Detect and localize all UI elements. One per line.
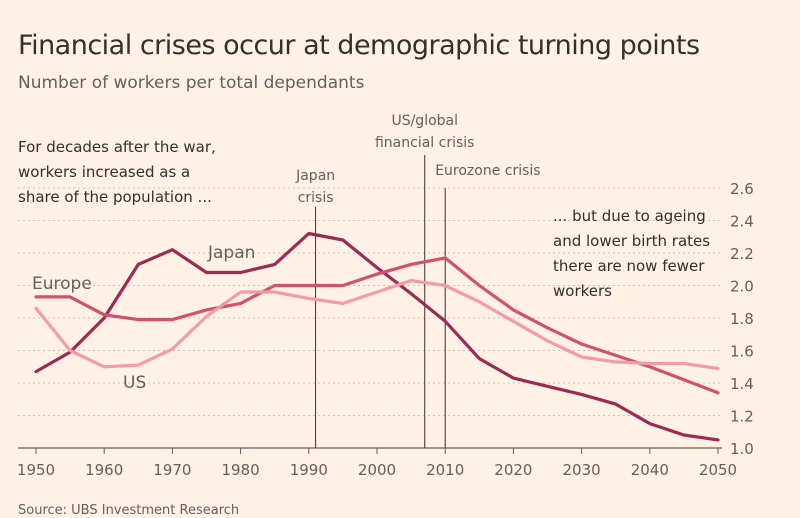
x-tick-label: 1970 (153, 461, 191, 479)
event-label: crisis (298, 190, 334, 206)
annotation-left: For decades after the war, (18, 138, 216, 156)
y-tick-label: 1.0 (730, 440, 754, 458)
series-line-us (34, 279, 720, 370)
y-tick-label: 1.6 (730, 343, 754, 361)
x-tick-label: 2040 (631, 461, 669, 479)
source-note: Source: UBS Investment Research (18, 503, 240, 518)
event-label: financial crisis (375, 135, 474, 151)
y-tick-label: 1.2 (730, 408, 754, 426)
event-label: Japan (295, 168, 335, 184)
y-tick-label: 1.4 (730, 375, 754, 393)
event-label: Eurozone crisis (435, 163, 540, 179)
x-tick-label: 1980 (222, 461, 260, 479)
annotation-right: and lower birth rates (553, 232, 710, 250)
y-tick-label: 1.8 (730, 310, 754, 328)
chart-subtitle: Number of workers per total dependants (18, 73, 365, 93)
x-tick-label: 1960 (85, 461, 123, 479)
series-line-europe (34, 256, 720, 395)
y-tick-label: 2.6 (730, 180, 754, 198)
series-label-us: US (123, 373, 146, 393)
y-tick-label: 2.2 (730, 245, 754, 263)
x-tick-label: 1950 (17, 461, 55, 479)
x-tick-label: 2030 (563, 461, 601, 479)
x-tick-label: 2020 (494, 461, 532, 479)
annotation-left: share of the population ... (18, 188, 212, 206)
series-label-europe: Europe (32, 274, 92, 294)
annotation-right: ... but due to ageing (553, 207, 706, 225)
y-tick-label: 2.4 (730, 213, 754, 231)
x-tick-label: 1990 (290, 461, 328, 479)
annotation-right: there are now fewer (553, 257, 705, 275)
annotation-right: workers (553, 282, 612, 300)
x-tick-label: 2010 (426, 461, 464, 479)
x-tick-label: 2050 (699, 461, 737, 479)
x-tick-label: 2000 (358, 461, 396, 479)
line-chart: 1.0 1.2 1.4 1.6 1.8 2.0 2.2 2.4 2.6 1950 1960 1970 1… (17, 113, 754, 479)
event-label: US/global (391, 113, 458, 129)
series-label-japan: Japan (207, 243, 255, 263)
annotation-left: workers increased as a (18, 163, 190, 181)
series-line-japan (34, 231, 720, 442)
y-tick-label: 2.0 (730, 278, 754, 296)
chart-title: Financial crises occur at demographic tu… (18, 30, 700, 61)
